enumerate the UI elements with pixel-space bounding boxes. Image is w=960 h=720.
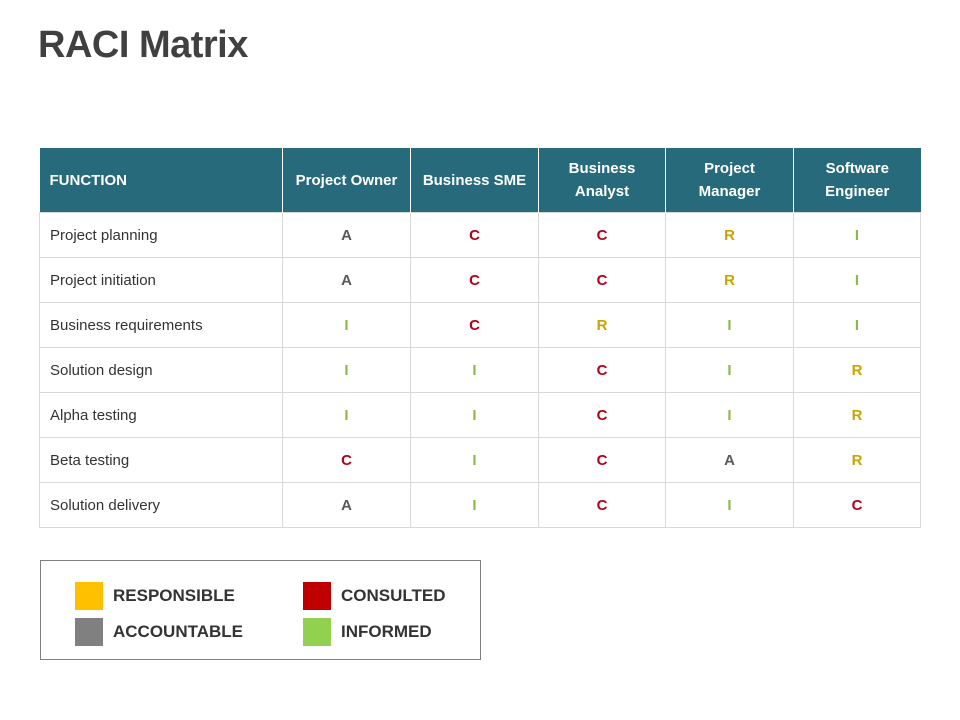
raci-cell: C bbox=[538, 482, 666, 528]
raci-cell: R bbox=[793, 437, 921, 483]
raci-cell: C bbox=[538, 347, 666, 393]
table-body: Project planning A C C R I Project initiation A… bbox=[39, 212, 921, 528]
table-row: Alpha testing I I C I R bbox=[39, 392, 921, 438]
table-row: Project initiation A C C R I bbox=[39, 257, 921, 303]
raci-cell: C bbox=[410, 212, 539, 258]
legend-label-consulted: CONSULTED bbox=[341, 586, 446, 605]
raci-cell: I bbox=[410, 482, 539, 528]
raci-cell: C bbox=[538, 392, 666, 438]
legend-item-accountable: ACCOUNTABLE bbox=[75, 618, 243, 646]
header-project-owner: Project Owner bbox=[282, 148, 411, 213]
page-title: RACI Matrix bbox=[38, 24, 248, 66]
legend-swatch-informed bbox=[303, 618, 331, 646]
legend-label-informed: INFORMED bbox=[341, 622, 432, 641]
header-project-manager: Project Manager bbox=[665, 148, 794, 213]
raci-cell: C bbox=[410, 302, 539, 348]
header-function: FUNCTION bbox=[39, 148, 283, 213]
raci-cell: C bbox=[538, 212, 666, 258]
raci-cell: I bbox=[793, 302, 921, 348]
raci-cell: I bbox=[410, 347, 539, 393]
table-row: Project planning A C C R I bbox=[39, 212, 921, 258]
table-row: Beta testing C I C A R bbox=[39, 437, 921, 483]
header-software-engineer: Software Engineer bbox=[793, 148, 921, 213]
raci-cell: C bbox=[538, 257, 666, 303]
raci-cell: R bbox=[793, 347, 921, 393]
raci-cell: R bbox=[665, 212, 794, 258]
legend: RESPONSIBLE CONSULTED ACCOUNTABLE INFORM… bbox=[40, 560, 481, 660]
header-business-analyst: Business Analyst bbox=[538, 148, 666, 213]
legend-item-responsible: RESPONSIBLE bbox=[75, 582, 235, 610]
raci-cell: A bbox=[282, 212, 411, 258]
raci-cell: I bbox=[410, 392, 539, 438]
raci-cell: I bbox=[282, 302, 411, 348]
raci-cell: I bbox=[410, 437, 539, 483]
raci-cell: I bbox=[665, 302, 794, 348]
legend-swatch-responsible bbox=[75, 582, 103, 610]
function-cell: Solution delivery bbox=[39, 482, 283, 528]
raci-cell: I bbox=[665, 482, 794, 528]
raci-cell: I bbox=[282, 392, 411, 438]
function-cell: Business requirements bbox=[39, 302, 283, 348]
raci-cell: I bbox=[793, 212, 921, 258]
function-cell: Project planning bbox=[39, 212, 283, 258]
raci-cell: A bbox=[282, 257, 411, 303]
raci-cell: A bbox=[665, 437, 794, 483]
legend-swatch-consulted bbox=[303, 582, 331, 610]
table-row: Business requirements I C R I I bbox=[39, 302, 921, 348]
table-row: Solution design I I C I R bbox=[39, 347, 921, 393]
raci-cell: C bbox=[282, 437, 411, 483]
raci-cell: R bbox=[793, 392, 921, 438]
header-business-sme: Business SME bbox=[410, 148, 539, 213]
function-cell: Beta testing bbox=[39, 437, 283, 483]
raci-cell: C bbox=[538, 437, 666, 483]
raci-cell: I bbox=[665, 392, 794, 438]
raci-cell: I bbox=[793, 257, 921, 303]
raci-cell: A bbox=[282, 482, 411, 528]
raci-table: FUNCTION Project Owner Business SME Busi… bbox=[39, 148, 921, 528]
legend-item-informed: INFORMED bbox=[303, 618, 432, 646]
table-row: Solution delivery A I C I C bbox=[39, 482, 921, 528]
legend-label-responsible: RESPONSIBLE bbox=[113, 586, 235, 605]
function-cell: Solution design bbox=[39, 347, 283, 393]
raci-cell: R bbox=[665, 257, 794, 303]
raci-cell: I bbox=[665, 347, 794, 393]
raci-cell: I bbox=[282, 347, 411, 393]
raci-cell: C bbox=[793, 482, 921, 528]
raci-cell: R bbox=[538, 302, 666, 348]
function-cell: Project initiation bbox=[39, 257, 283, 303]
legend-item-consulted: CONSULTED bbox=[303, 582, 446, 610]
raci-cell: C bbox=[410, 257, 539, 303]
function-cell: Alpha testing bbox=[39, 392, 283, 438]
legend-swatch-accountable bbox=[75, 618, 103, 646]
table-header-row: FUNCTION Project Owner Business SME Busi… bbox=[39, 148, 921, 213]
legend-label-accountable: ACCOUNTABLE bbox=[113, 622, 244, 641]
